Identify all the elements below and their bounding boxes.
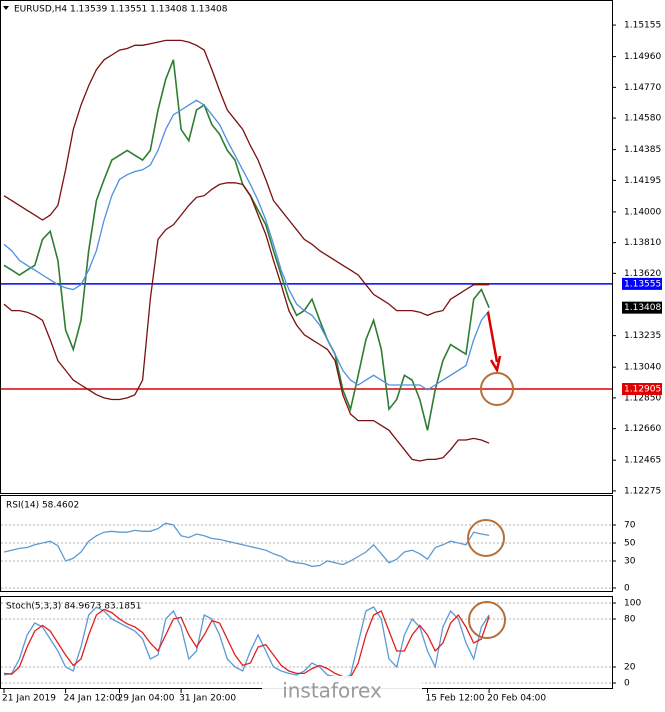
y-tick-label: 1.12275	[624, 486, 661, 496]
y-tick-label: 1.13620	[624, 269, 661, 279]
stoch-title: Stoch(5,3,3) 84.9673 83.1851	[6, 602, 141, 612]
y-tick-label: 1.14195	[624, 176, 661, 186]
x-tick-label: 31 Jan 20:00	[179, 694, 236, 704]
y-tick-label: 50	[624, 539, 636, 549]
y-tick-label: 0	[624, 679, 630, 689]
y-tick-label: 20	[624, 663, 636, 673]
rsi-title: RSI(14) 58.4602	[6, 501, 79, 511]
price-panel	[0, 0, 613, 494]
arrow	[486, 311, 499, 363]
y-tick-label: 1.12660	[624, 424, 661, 434]
level-label: 1.13555	[624, 279, 661, 289]
series-line	[3, 39, 490, 317]
y-tick-label: 80	[624, 615, 636, 625]
y-tick-label: 1.13235	[624, 331, 661, 341]
y-tick-label: 100	[624, 599, 641, 609]
series-line	[3, 522, 490, 568]
y-tick-label: 70	[624, 521, 636, 531]
watermark: instaforex	[282, 679, 382, 703]
x-tick-label: 15 Feb 12:00	[426, 694, 485, 704]
last-price-label: 1.13408	[624, 303, 661, 313]
y-tick-label: 0	[624, 584, 630, 594]
level-box	[622, 277, 662, 290]
x-tick-label: 21 Jan 2019	[2, 694, 56, 704]
x-tick-label: 24 Jan 12:00	[64, 694, 121, 704]
last-price-box	[622, 301, 662, 314]
y-tick-label: 1.14960	[624, 52, 661, 62]
series-line	[3, 606, 490, 680]
series-line	[3, 99, 490, 391]
level-box	[622, 383, 662, 396]
plots: 1.15155 1.14960 1.14770 1.14580 1.14385 1.141…	[1, 21, 662, 704]
y-tick-label: 1.14770	[624, 83, 661, 93]
menu-icon	[3, 6, 9, 10]
x-tick-label: 29 Jan 04:00	[118, 694, 175, 704]
y-tick-label: 1.14385	[624, 145, 661, 155]
series-line	[3, 182, 490, 462]
y-tick-label: 1.12850	[624, 393, 661, 403]
y-tick-label: 1.14000	[624, 207, 661, 217]
x-tick-label: 20 Feb 04:00	[487, 694, 546, 704]
highlight-circle	[480, 372, 514, 406]
y-tick-label: 1.12465	[624, 456, 661, 466]
y-tick-label: 1.13810	[624, 238, 661, 248]
level-label: 1.12905	[624, 385, 661, 395]
highlight-circle	[467, 519, 505, 557]
y-tick-label: 1.13040	[624, 363, 661, 373]
y-tick-label: 1.14580	[624, 114, 661, 124]
arrow-head	[489, 355, 502, 374]
series-line	[3, 608, 490, 679]
watermark-bg	[262, 676, 422, 708]
chart-title: EURUSD,H4 1.13539 1.13551 1.13408 1.1340…	[14, 5, 228, 15]
y-tick-label: 1.15155	[624, 21, 661, 31]
highlight-circle	[468, 601, 506, 639]
y-tick-label: 30	[624, 557, 636, 567]
